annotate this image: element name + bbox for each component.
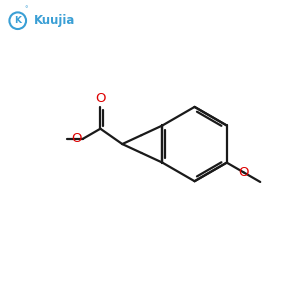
Text: O: O — [238, 166, 249, 179]
Text: K: K — [14, 16, 21, 25]
Text: O: O — [95, 92, 106, 105]
Text: Kuujia: Kuujia — [34, 14, 76, 27]
Text: °: ° — [24, 6, 28, 12]
Text: O: O — [71, 132, 81, 145]
